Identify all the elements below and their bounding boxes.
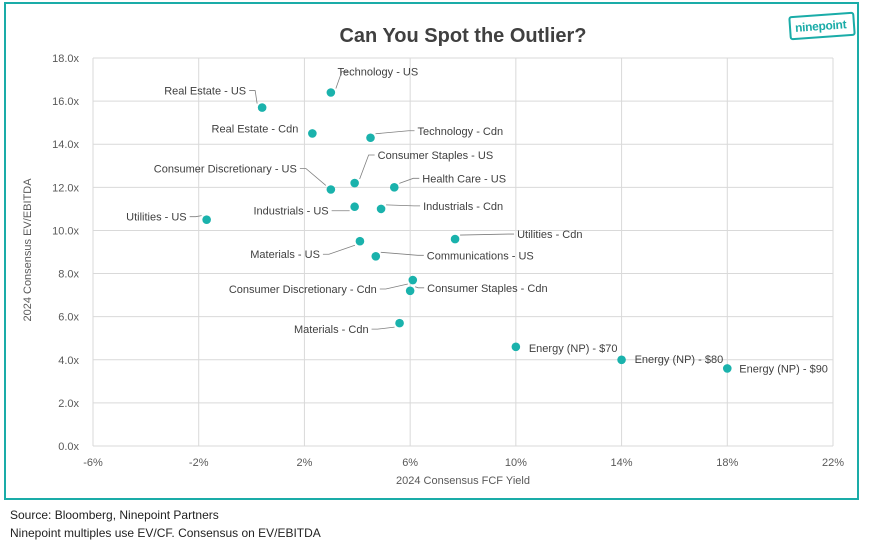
leader-line	[359, 154, 375, 180]
data-points	[202, 88, 732, 373]
leader-line	[460, 233, 515, 236]
y-axis-ticks: 0.0x 2.0x 4.0x 6.0x 8.0x 10.0x 12.0x 14.0x 16.0x…	[52, 53, 79, 453]
data-point	[308, 129, 317, 138]
methodology-note: Ninepoint multiples use EV/CF. Consensus…	[10, 526, 321, 540]
x-tick-label: 14%	[611, 457, 633, 469]
point-label: Consumer Staples - Cdn	[427, 283, 547, 295]
y-tick-label: 12.0x	[52, 182, 79, 194]
y-tick-label: 4.0x	[58, 355, 79, 367]
point-label: Energy (NP) - $80	[635, 354, 724, 366]
point-label: Communications - US	[427, 250, 534, 262]
point-label: Materials - US	[250, 249, 320, 261]
chart-title: Can You Spot the Outlier?	[339, 25, 586, 47]
leader-line	[335, 71, 348, 89]
x-tick-label: 18%	[716, 457, 738, 469]
y-tick-label: 18.0x	[52, 53, 79, 65]
leader-lines	[189, 71, 515, 330]
x-tick-label: 22%	[822, 457, 844, 469]
y-axis-title: 2024 Consensus EV/EBITDA	[22, 178, 34, 322]
data-point	[395, 318, 404, 328]
data-point	[326, 185, 336, 194]
point-label: Energy (NP) - $70	[529, 343, 618, 355]
data-point	[202, 215, 211, 224]
data-point	[389, 183, 399, 192]
ninepoint-logo: ninepoint	[788, 11, 857, 42]
point-label: Industrials - Cdn	[423, 201, 503, 213]
point-label: Utilities - US	[126, 212, 187, 224]
y-tick-label: 8.0x	[58, 269, 79, 281]
source-note: Source: Bloomberg, Ninepoint Partners	[10, 508, 219, 522]
y-tick-label: 10.0x	[52, 225, 79, 237]
leader-line	[189, 215, 202, 218]
data-point	[366, 133, 375, 143]
leader-line	[399, 177, 420, 184]
point-label: Real Estate - US	[164, 86, 246, 98]
y-tick-label: 2.0x	[58, 398, 79, 410]
point-label: Consumer Discretionary - Cdn	[229, 284, 377, 296]
data-point	[408, 275, 418, 285]
y-tick-label: 14.0x	[52, 139, 79, 151]
point-label: Industrials - US	[253, 206, 328, 218]
data-point	[350, 202, 359, 212]
x-tick-label: -6%	[83, 457, 103, 469]
x-tick-label: 6%	[402, 457, 418, 469]
scatter-chart: Can You Spot the Outlier? 0.0x 2.0x 4.0x 6.…	[22, 25, 844, 487]
data-point	[405, 286, 415, 296]
point-label: Technology - Cdn	[418, 126, 504, 138]
point-label: Consumer Staples - US	[378, 150, 494, 162]
data-point	[376, 204, 386, 214]
point-label: Materials - Cdn	[294, 324, 369, 336]
point-label: Real Estate - Cdn	[212, 123, 299, 135]
data-point	[350, 178, 359, 188]
data-point	[617, 355, 626, 365]
point-label: Energy (NP) - $90	[739, 363, 828, 375]
leader-line	[299, 168, 327, 186]
x-axis-ticks: -6% -2% 2% 6% 10% 14% 18% 22%	[83, 457, 844, 469]
logo-frame: ninepoint	[788, 11, 856, 41]
data-point	[450, 234, 460, 244]
leader-line	[371, 326, 395, 330]
chart-frame	[4, 2, 859, 500]
x-tick-label: 10%	[505, 457, 527, 469]
y-tick-label: 16.0x	[52, 96, 79, 108]
leader-line	[322, 244, 356, 255]
x-axis-title: 2024 Consensus FCF Yield	[396, 475, 530, 487]
point-label: Health Care - US	[422, 173, 506, 185]
point-label: Consumer Discretionary - US	[154, 163, 297, 175]
data-point	[326, 88, 336, 97]
gridlines	[92, 57, 834, 447]
x-tick-label: 2%	[296, 457, 312, 469]
point-labels: Technology - US Real Estate - US Real Esta…	[126, 66, 828, 375]
point-label: Technology - US	[337, 66, 418, 78]
data-point	[355, 236, 365, 246]
leader-line	[379, 283, 408, 290]
data-point	[257, 103, 267, 112]
y-tick-label: 0.0x	[58, 441, 79, 453]
leader-line	[386, 204, 421, 207]
y-tick-label: 6.0x	[58, 312, 79, 324]
leader-line	[375, 130, 415, 135]
point-label: Utilities - Cdn	[517, 229, 582, 241]
leader-line	[415, 286, 425, 289]
data-point	[511, 342, 521, 352]
leader-line	[380, 251, 424, 256]
data-point	[722, 364, 732, 373]
data-point	[371, 252, 381, 261]
leader-line	[249, 90, 258, 104]
logo-text: ninepoint	[794, 17, 847, 35]
x-tick-label: -2%	[189, 457, 209, 469]
